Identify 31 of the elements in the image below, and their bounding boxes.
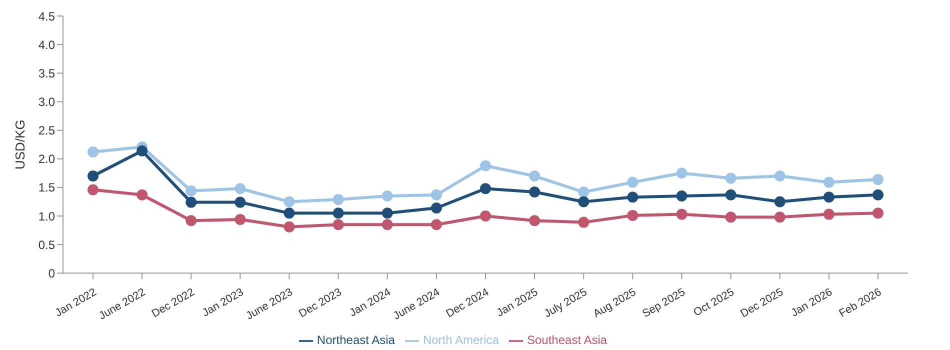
y-tick-label: 0 [48, 266, 56, 280]
x-tick-label: Dec 2022 [150, 286, 197, 320]
y-axis-title: USD/KG [12, 120, 28, 170]
x-tick-label: Jan 2025 [494, 286, 540, 320]
x-tick-label: Oct 2025 [692, 286, 736, 320]
legend-label: North America [422, 333, 499, 348]
x-tick-label: Jan 2026 [789, 286, 834, 320]
legend-label: Southeast Asia [527, 333, 608, 348]
x-tick-label: July 2025 [542, 286, 590, 320]
x-tick-label: Aug 2025 [591, 286, 638, 320]
y-tick-label: 4.0 [38, 38, 56, 52]
x-tick-label: Dec 2025 [738, 286, 786, 320]
x-tick-label: June 2022 [97, 286, 148, 322]
y-tick-label: 3.0 [38, 94, 56, 109]
x-tick-label: Dec 2024 [444, 286, 491, 320]
y-tick-label: 4.5 [38, 9, 56, 24]
y-tick-label: 2.5 [38, 124, 56, 138]
x-tick-label: June 2023 [244, 286, 295, 322]
x-tick-label: Feb 2026 [837, 286, 884, 320]
y-tick-label: 3.5 [38, 66, 56, 80]
x-tick-label: Jan 2023 [200, 286, 246, 320]
y-tick-label: 2.0 [38, 152, 56, 166]
x-tick-label: Jan 2022 [53, 286, 98, 320]
x-tick-label: Sep 2025 [640, 286, 688, 320]
legend-label: Northeast Asia [316, 333, 395, 348]
x-tick-label: Jan 2024 [348, 286, 393, 320]
x-tick-label: Dec 2023 [297, 286, 344, 320]
x-tick-label: June 2024 [391, 286, 442, 322]
y-tick-label: 0.5 [38, 238, 56, 252]
y-tick-label: 1.0 [38, 209, 56, 224]
y-tick-label: 1.5 [38, 180, 56, 195]
